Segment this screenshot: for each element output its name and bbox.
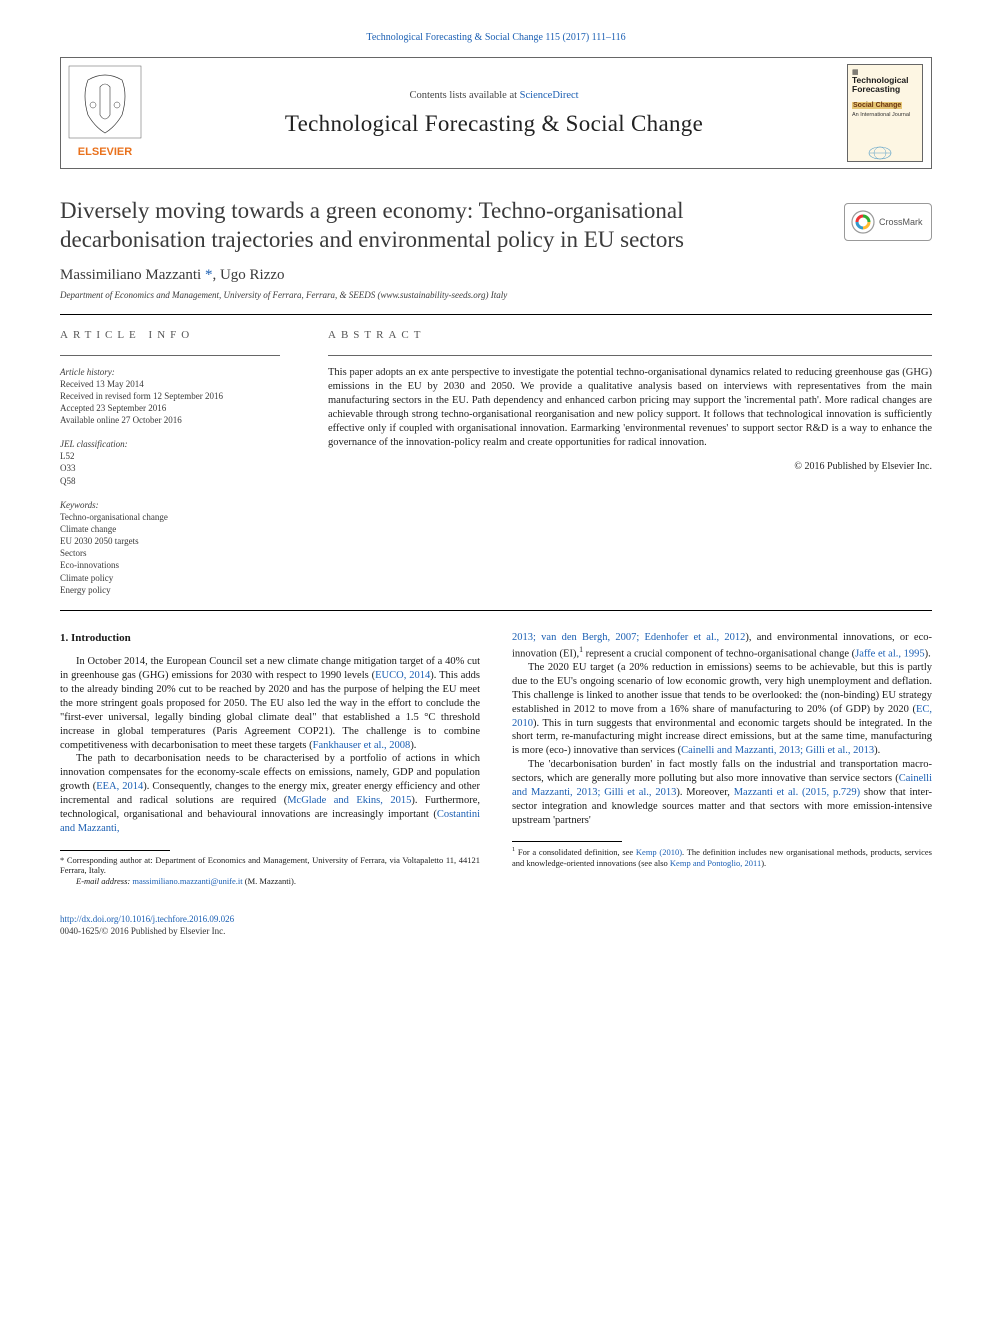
crossmark-badge[interactable]: CrossMark [844, 203, 932, 241]
journal-cover: ▦ Technological Forecasting Social Chang… [839, 58, 931, 168]
contents-line: Contents lists available at ScienceDirec… [409, 90, 578, 101]
email-link[interactable]: massimiliano.mazzanti@unife.it [132, 876, 242, 886]
affiliation: Department of Economics and Management, … [60, 290, 932, 300]
crossmark-icon [851, 210, 875, 234]
citation-link[interactable]: Mazzanti et al. (2015, p.729) [734, 787, 860, 798]
corresponding-author-footnote: * Corresponding author at: Department of… [60, 855, 480, 876]
divider [60, 610, 932, 611]
footnote-1: 1 For a consolidated definition, see Kem… [512, 846, 932, 868]
journal-name: Technological Forecasting & Social Chang… [285, 111, 703, 137]
body-paragraph: In October 2014, the European Council se… [60, 655, 480, 752]
body-paragraph: 2013; van den Bergh, 2007; Edenhofer et … [512, 631, 932, 661]
abstract-copyright: © 2016 Published by Elsevier Inc. [328, 461, 932, 472]
abstract-text: This paper adopts an ex ante perspective… [328, 366, 932, 451]
journal-citation-link[interactable]: Technological Forecasting & Social Chang… [366, 32, 625, 43]
article-info-label: ARTICLE INFO [60, 329, 280, 341]
header-center: Contents lists available at ScienceDirec… [149, 58, 839, 168]
article-info-column: ARTICLE INFO Article history: Received 1… [60, 329, 280, 596]
article-body: 1. Introduction In October 2014, the Eur… [60, 631, 932, 887]
article-history: Article history: Received 13 May 2014 Re… [60, 366, 280, 427]
abstract-label: ABSTRACT [328, 329, 932, 341]
email-footnote: E-mail address: massimiliano.mazzanti@un… [60, 876, 480, 887]
journal-header-panel: ELSEVIER Contents lists available at Sci… [60, 57, 932, 169]
citation-link[interactable]: EUCO, 2014 [375, 670, 430, 681]
keywords: Keywords: Techno-organisational change C… [60, 499, 280, 596]
sciencedirect-link[interactable]: ScienceDirect [520, 90, 579, 101]
citation-link[interactable]: EEA, 2014 [96, 781, 143, 792]
divider [328, 355, 932, 356]
authors: Massimiliano Mazzanti *, Ugo Rizzo [60, 267, 932, 284]
body-paragraph: The path to decarbonisation needs to be … [60, 752, 480, 835]
citation-link[interactable]: Kemp and Pontoglio, 2011 [670, 858, 761, 868]
divider [60, 355, 280, 356]
citation-link[interactable]: Cainelli and Mazzanti, 2013; Gilli et al… [681, 745, 874, 756]
citation-link[interactable]: Kemp (2010) [636, 847, 682, 857]
section-heading-introduction: 1. Introduction [60, 631, 480, 646]
citation-link[interactable]: McGlade and Ekins, 2015 [287, 795, 411, 806]
abstract-column: ABSTRACT This paper adopts an ex ante pe… [328, 329, 932, 596]
citation-link[interactable]: Jaffe et al., 1995 [855, 648, 925, 659]
footnote-separator [60, 850, 170, 851]
jel-classification: JEL classification: L52 O33 Q58 [60, 438, 280, 487]
doi-block: http://dx.doi.org/10.1016/j.techfore.201… [60, 914, 932, 937]
body-paragraph: The 'decarbonisation burden' in fact mos… [512, 758, 932, 827]
citation-link[interactable]: Fankhauser et al., 2008 [313, 740, 411, 751]
body-paragraph: The 2020 EU target (a 20% reduction in e… [512, 661, 932, 758]
footnote-separator [512, 841, 622, 842]
citation-link[interactable]: 2013; van den Bergh, 2007; Edenhofer et … [512, 632, 745, 643]
svg-text:ELSEVIER: ELSEVIER [78, 146, 132, 158]
elsevier-logo: ELSEVIER [61, 58, 149, 168]
doi-link[interactable]: http://dx.doi.org/10.1016/j.techfore.201… [60, 914, 234, 924]
divider [60, 314, 932, 315]
article-title: Diversely moving towards a green economy… [60, 197, 832, 255]
journal-citation-header: Technological Forecasting & Social Chang… [60, 32, 932, 43]
issn-copyright: 0040-1625/© 2016 Published by Elsevier I… [60, 926, 225, 936]
